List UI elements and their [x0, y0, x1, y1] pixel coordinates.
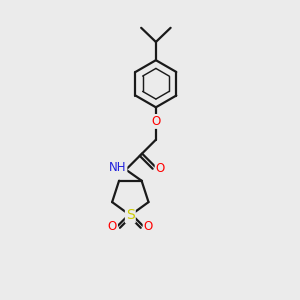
- Text: NH: NH: [109, 161, 126, 174]
- Text: O: O: [108, 220, 117, 233]
- Text: O: O: [156, 162, 165, 175]
- Text: S: S: [126, 208, 135, 222]
- Text: O: O: [151, 115, 160, 128]
- Text: O: O: [144, 220, 153, 233]
